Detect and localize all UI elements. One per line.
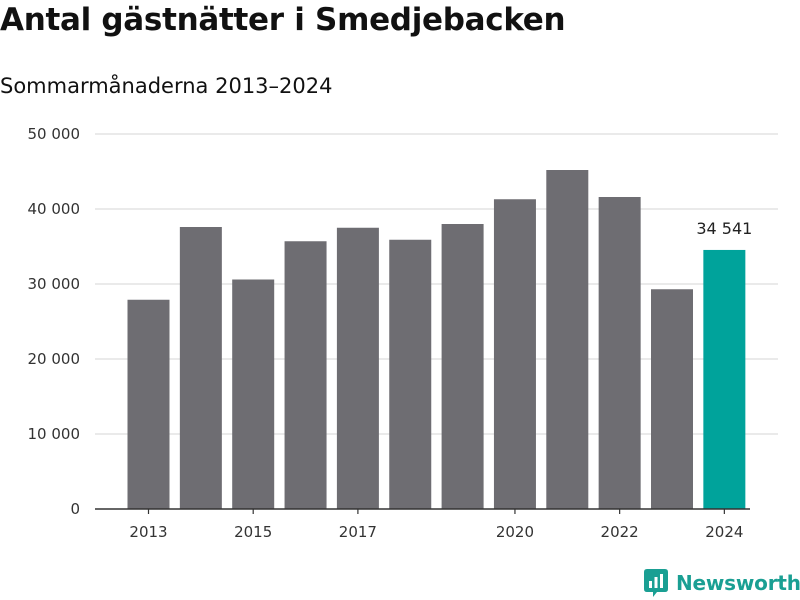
y-tick-label: 10 000 <box>28 425 81 443</box>
y-tick-label: 50 000 <box>28 125 81 143</box>
x-tick-label: 2024 <box>705 523 743 541</box>
bar-2017 <box>336 227 379 509</box>
bar-2020 <box>493 199 536 509</box>
y-tick-label: 0 <box>70 500 80 518</box>
highlight-data-label: 34 541 <box>696 219 752 238</box>
bar-2024 <box>703 249 746 509</box>
bar-2023 <box>651 289 693 509</box>
bar-2022 <box>598 197 641 509</box>
bar-chart-logo-icon <box>644 569 668 597</box>
y-tick-label: 20 000 <box>28 350 81 368</box>
bar-2019 <box>441 224 484 509</box>
x-tick-label: 2020 <box>496 523 534 541</box>
bar-2013 <box>127 299 170 509</box>
bar-2014 <box>179 227 222 509</box>
chart-subtitle: Sommarmånaderna 2013–2024 <box>0 74 333 98</box>
newsworthy-logo: Newsworthy <box>644 568 800 598</box>
y-tick-label: 30 000 <box>28 275 81 293</box>
bar-2016 <box>284 241 327 509</box>
chart-title: Antal gästnätter i Smedjebacken <box>0 2 566 38</box>
bar-2015 <box>232 279 275 509</box>
x-tick-label: 2017 <box>339 523 377 541</box>
x-tick-label: 2013 <box>129 523 167 541</box>
bar-2021 <box>546 170 589 509</box>
x-tick-label: 2022 <box>601 523 639 541</box>
x-tick-label: 2015 <box>234 523 272 541</box>
y-tick-label: 40 000 <box>28 200 81 218</box>
brand-name: Newsworthy <box>676 571 800 595</box>
bar-2018 <box>389 239 432 509</box>
